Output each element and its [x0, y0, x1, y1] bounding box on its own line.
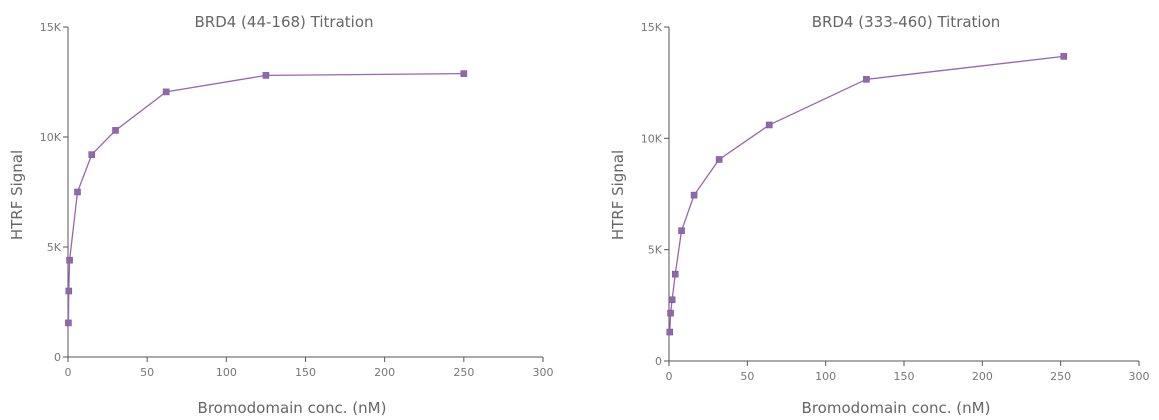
x-tick-label: 300	[533, 366, 554, 379]
y-axis-label: HTRF Signal	[8, 150, 26, 240]
data-point	[668, 296, 676, 304]
series-line	[67, 72, 464, 323]
y-axis-label: HTRF Signal	[609, 150, 627, 240]
x-tick-label: 250	[1050, 370, 1071, 383]
y-tick-label: 0	[655, 355, 662, 368]
y-tick-label: 0	[54, 351, 61, 364]
x-tick-label: 200	[972, 370, 993, 383]
x-tick-label: 100	[216, 366, 237, 379]
x-tick-label: 0	[666, 370, 673, 383]
y-tick-label: 5K	[648, 244, 663, 257]
x-axis-label: Bromodomain conc. (nM)	[802, 399, 991, 417]
x-tick-label: 150	[295, 366, 316, 379]
x-tick-label: 150	[894, 370, 915, 383]
data-point	[88, 151, 96, 158]
data-point	[65, 287, 73, 295]
x-tick-label: 250	[453, 366, 474, 379]
data-point	[765, 121, 773, 129]
data-point	[74, 188, 81, 196]
data-point	[66, 256, 73, 264]
x-tick-label: 50	[140, 366, 154, 379]
data-point	[65, 319, 72, 327]
data-point	[671, 270, 679, 278]
y-tick-label: 10K	[641, 132, 663, 145]
x-tick-label: 200	[374, 366, 395, 379]
x-axis-label: Bromodomain conc. (nM)	[198, 399, 387, 417]
data-point	[162, 88, 170, 96]
data-point	[112, 127, 119, 134]
y-tick-label: 15K	[641, 21, 663, 34]
data-point	[1060, 53, 1068, 60]
chart-right: BRD4 (333-460) Titration 0 50 100 150 200 250 3…	[585, 0, 1159, 420]
chart-left-svg: BRD4 (44-168) Titration 0 50 100 150 200 250 30…	[8, 13, 554, 417]
data-point	[460, 70, 468, 77]
data-point	[667, 309, 674, 317]
y-tick-label: 10K	[40, 131, 62, 144]
data-point	[690, 191, 698, 199]
data-point	[863, 76, 870, 83]
y-tick-label: 15K	[40, 21, 62, 34]
data-point	[666, 328, 674, 336]
chart-title: BRD4 (44-168) Titration	[194, 13, 373, 31]
series-line	[669, 55, 1064, 333]
x-tick-label: 100	[815, 370, 836, 383]
chart-title: BRD4 (333-460) Titration	[812, 13, 1001, 31]
chart-right-svg: BRD4 (333-460) Titration 0 50 100 150 200 250 3…	[609, 13, 1150, 417]
data-point	[715, 156, 723, 163]
x-tick-label: 50	[740, 370, 754, 383]
x-tick-label: 0	[65, 366, 72, 379]
data-point	[678, 227, 685, 235]
y-tick-label: 5K	[47, 241, 62, 254]
data-point	[262, 72, 270, 79]
x-tick-label: 300	[1129, 370, 1150, 383]
chart-left: BRD4 (44-168) Titration 0 50 100 150 200 250 30…	[0, 0, 570, 420]
